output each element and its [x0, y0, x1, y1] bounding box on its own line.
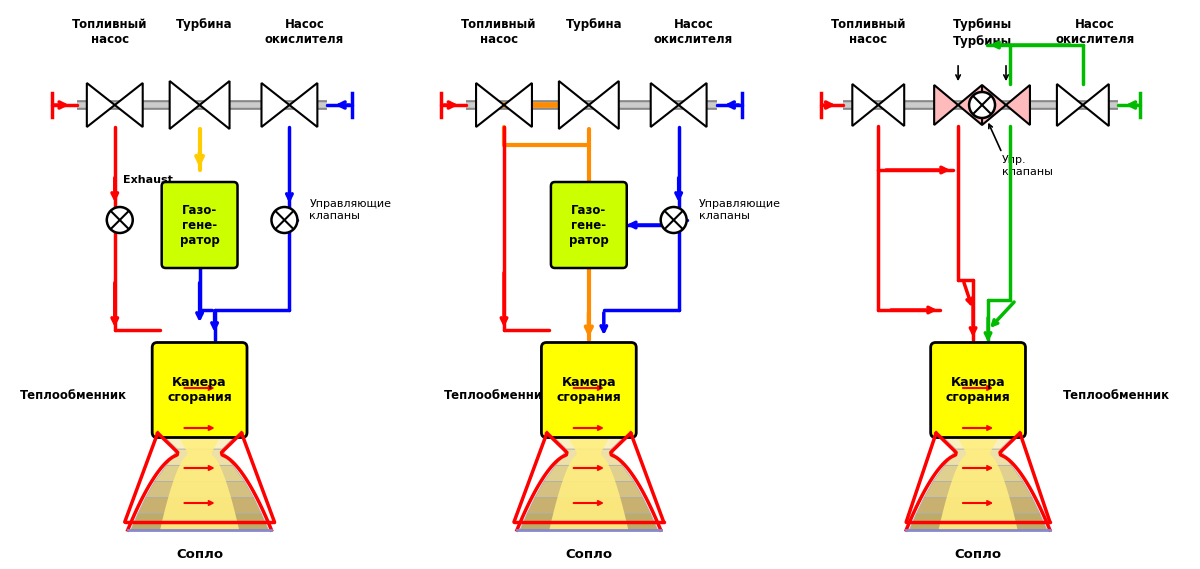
Polygon shape	[161, 433, 239, 449]
Polygon shape	[679, 83, 707, 127]
Text: Камера
сгорания: Камера сгорания	[167, 376, 232, 404]
Text: Упр.
клапаны: Упр. клапаны	[1002, 155, 1052, 176]
Text: Сопло: Сопло	[954, 548, 1002, 561]
Polygon shape	[169, 81, 199, 129]
Polygon shape	[520, 514, 658, 530]
FancyBboxPatch shape	[541, 343, 636, 438]
Polygon shape	[982, 85, 1006, 125]
Circle shape	[271, 207, 298, 233]
Polygon shape	[155, 465, 245, 481]
Polygon shape	[262, 83, 289, 127]
Polygon shape	[556, 449, 622, 465]
Polygon shape	[535, 481, 643, 498]
Text: Насос
окислителя: Насос окислителя	[1055, 18, 1134, 46]
Polygon shape	[916, 498, 1040, 514]
Text: Управляющие
клапаны: Управляющие клапаны	[310, 199, 391, 221]
Polygon shape	[550, 433, 628, 449]
Polygon shape	[131, 514, 269, 530]
Polygon shape	[167, 449, 233, 465]
Polygon shape	[199, 81, 229, 129]
Polygon shape	[944, 449, 1012, 465]
Circle shape	[107, 207, 133, 233]
Polygon shape	[958, 85, 982, 125]
Polygon shape	[550, 433, 629, 530]
Polygon shape	[527, 498, 650, 514]
Text: Топливный
насос: Топливный насос	[72, 18, 148, 46]
Polygon shape	[940, 433, 1016, 449]
Text: Камера
сгорания: Камера сгорания	[946, 376, 1010, 404]
Polygon shape	[86, 83, 115, 127]
Polygon shape	[544, 465, 634, 481]
Text: Насос
окислителя: Насос окислителя	[654, 18, 733, 46]
Polygon shape	[938, 433, 1018, 530]
Polygon shape	[1082, 84, 1109, 126]
FancyBboxPatch shape	[931, 343, 1026, 438]
FancyBboxPatch shape	[152, 343, 247, 438]
Polygon shape	[476, 83, 504, 127]
Text: Турбины: Турбины	[953, 35, 1012, 48]
Text: Сопло: Сопло	[176, 548, 223, 561]
Circle shape	[970, 92, 995, 118]
Polygon shape	[650, 83, 679, 127]
Text: Exhaust: Exhaust	[122, 175, 173, 185]
Text: Газо-
гене-
ратор: Газо- гене- ратор	[180, 204, 220, 246]
Polygon shape	[852, 84, 878, 126]
Polygon shape	[289, 83, 317, 127]
Polygon shape	[1057, 84, 1082, 126]
Text: Топливный
насос: Топливный насос	[461, 18, 536, 46]
Text: Управляющие
клапаны: Управляющие клапаны	[698, 199, 781, 221]
Text: Турбина: Турбина	[565, 18, 622, 31]
Polygon shape	[589, 81, 619, 129]
Polygon shape	[138, 498, 262, 514]
Text: Турбины: Турбины	[953, 18, 1012, 31]
Text: Насос
окислителя: Насос окислителя	[265, 18, 344, 46]
Polygon shape	[924, 481, 1032, 498]
Polygon shape	[934, 85, 958, 125]
Polygon shape	[934, 465, 1024, 481]
Polygon shape	[1006, 85, 1030, 125]
Text: Сопло: Сопло	[565, 548, 612, 561]
Polygon shape	[504, 83, 532, 127]
Text: Газо-
гене-
ратор: Газо- гене- ратор	[569, 204, 608, 246]
FancyBboxPatch shape	[551, 182, 626, 268]
Polygon shape	[115, 83, 143, 127]
Text: Турбина: Турбина	[176, 18, 233, 31]
Text: Камера
сгорания: Камера сгорания	[557, 376, 622, 404]
Text: Теплообменник: Теплообменник	[20, 389, 127, 402]
FancyBboxPatch shape	[162, 182, 238, 268]
Circle shape	[661, 207, 686, 233]
Text: Теплообменник: Теплообменник	[1063, 389, 1170, 402]
Polygon shape	[878, 84, 905, 126]
Polygon shape	[160, 433, 239, 530]
Polygon shape	[145, 481, 253, 498]
Polygon shape	[559, 81, 589, 129]
Polygon shape	[910, 514, 1046, 530]
Text: Топливный
насос: Топливный насос	[830, 18, 906, 46]
Text: Теплообменник: Теплообменник	[444, 389, 551, 402]
